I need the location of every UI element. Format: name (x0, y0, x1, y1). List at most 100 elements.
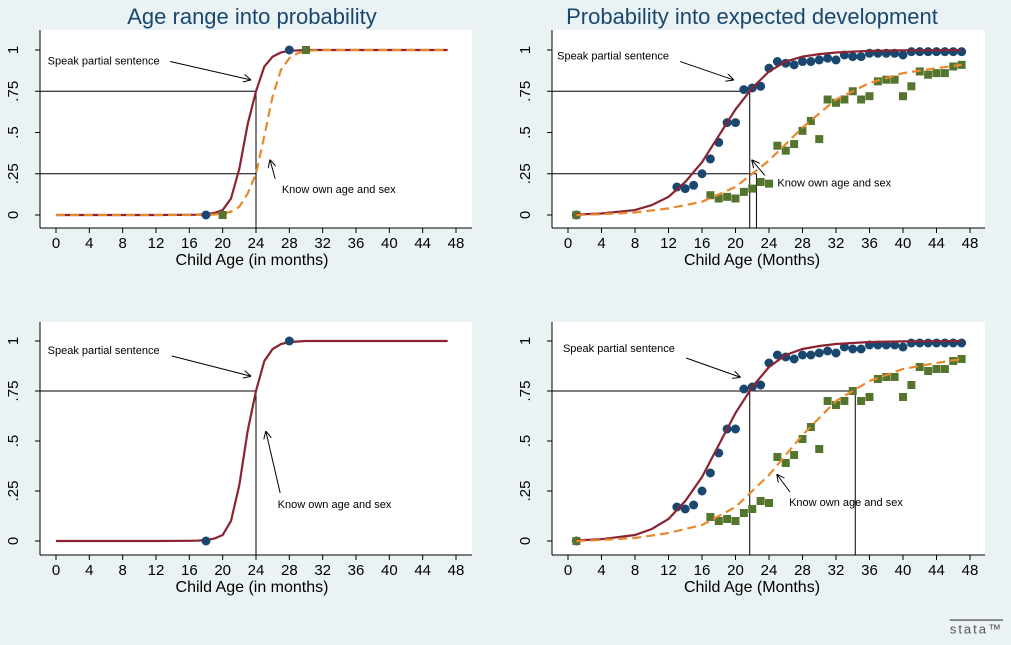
point (706, 191, 715, 200)
point (781, 146, 790, 155)
point (814, 55, 824, 65)
annotation: Know own age and sex (777, 178, 891, 190)
point (806, 350, 816, 360)
curve (576, 339, 962, 542)
x-tick-label: 48 (962, 235, 979, 252)
y-tick-label: .5 (5, 126, 22, 139)
y-tick-label: .5 (5, 435, 22, 448)
point (899, 393, 907, 401)
point (924, 367, 933, 375)
point (899, 92, 907, 101)
point (831, 348, 841, 358)
point (789, 60, 799, 70)
x-tick-label: 32 (828, 235, 845, 252)
y-tick-label: 0 (517, 211, 534, 219)
y-tick-label: 0 (5, 211, 22, 219)
point (906, 47, 916, 57)
point (731, 194, 740, 203)
point (218, 211, 227, 219)
annotation-arrow (752, 161, 766, 176)
x-tick-label: 20 (727, 235, 744, 252)
point (705, 468, 715, 478)
point (798, 350, 807, 360)
point (765, 179, 773, 188)
x-tick-label: 0 (564, 235, 572, 252)
x-tick-label: 4 (597, 235, 605, 252)
point (284, 45, 294, 55)
y-tick-label: .5 (517, 435, 534, 448)
point (848, 52, 858, 62)
annotation: Speak partial sentence (48, 345, 160, 357)
point (832, 401, 840, 409)
annotation-arrow (171, 355, 250, 376)
point (739, 384, 749, 394)
x-tick-label: 24 (761, 562, 778, 579)
point (932, 338, 941, 348)
point (798, 435, 807, 443)
x-tick-label: 40 (381, 562, 398, 579)
y-tick-label: .25 (5, 481, 22, 502)
y-tick-label: .75 (517, 81, 534, 102)
annotation: Know own age and sex (282, 184, 396, 196)
point (723, 192, 732, 201)
x-tick-label: 36 (348, 562, 365, 579)
x-tick-label: 4 (85, 235, 93, 252)
point (748, 505, 757, 513)
point (815, 445, 824, 453)
point (948, 338, 958, 348)
point (907, 381, 916, 389)
point (731, 517, 740, 525)
x-tick-label: 44 (414, 235, 431, 252)
y-tick-label: .75 (5, 381, 22, 402)
point (815, 135, 824, 144)
x-tick-label: 36 (861, 235, 878, 252)
x-tick-label: 20 (214, 562, 231, 579)
x-axis-title: Child Age (Months) (684, 579, 820, 596)
point (756, 380, 766, 390)
point (865, 92, 874, 101)
point (201, 210, 211, 220)
point (948, 47, 958, 57)
x-tick-label: 28 (281, 235, 298, 252)
x-tick-label: 12 (148, 235, 165, 252)
plot-area (552, 322, 985, 555)
annotation-arrow (685, 357, 740, 377)
x-tick-label: 28 (794, 235, 811, 252)
point (284, 336, 294, 346)
x-tick-label: 28 (794, 562, 811, 579)
y-tick-label: .25 (5, 163, 22, 184)
y-tick-label: 1 (517, 46, 534, 54)
x-tick-label: 40 (895, 562, 912, 579)
curve (576, 63, 962, 217)
y-tick-label: .25 (517, 481, 534, 502)
point (949, 62, 958, 71)
point (898, 50, 908, 60)
annotation-arrow (777, 475, 791, 493)
point (739, 187, 748, 196)
y-tick-label: 0 (517, 537, 534, 545)
point (932, 47, 941, 57)
point (814, 348, 824, 358)
point (798, 57, 807, 67)
x-tick-label: 16 (694, 235, 711, 252)
curve (56, 48, 448, 217)
point (723, 515, 732, 523)
point (923, 47, 933, 57)
plot-area (552, 30, 985, 228)
point (856, 344, 866, 354)
y-tick-label: 1 (5, 337, 22, 345)
point (756, 81, 766, 91)
point (840, 95, 849, 104)
x-tick-label: 36 (861, 562, 878, 579)
point (748, 184, 757, 193)
point (772, 350, 782, 360)
x-tick-label: 0 (52, 562, 60, 579)
point (923, 338, 933, 348)
point (857, 397, 866, 405)
x-tick-label: 24 (248, 235, 265, 252)
point (823, 53, 833, 63)
point (714, 517, 723, 525)
